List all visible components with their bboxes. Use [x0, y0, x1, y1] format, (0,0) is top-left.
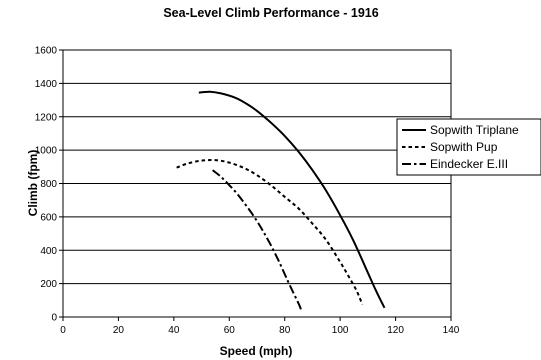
x-axis-ticks: 0 20 40 60 80 100 120 140 — [60, 317, 460, 336]
legend-label: Eindecker E.III — [430, 157, 508, 171]
y-tick-label: 800 — [40, 179, 57, 190]
x-tick-label: 100 — [332, 325, 349, 336]
gridlines — [63, 82, 451, 285]
x-tick-label: 0 — [60, 325, 66, 336]
x-tick-label: 20 — [113, 325, 125, 336]
y-tick-label: 1600 — [35, 46, 58, 57]
y-axis-label: Climb (fpm) — [26, 150, 40, 217]
y-tick-label: 1200 — [35, 112, 58, 123]
legend-box — [396, 118, 541, 176]
chart-title: Sea-Level Climb Performance - 1916 — [163, 6, 378, 20]
series-line — [176, 158, 364, 305]
series-line — [198, 90, 386, 309]
y-tick-label: 600 — [40, 212, 57, 223]
series-line — [212, 169, 303, 311]
x-tick-label: 80 — [279, 325, 291, 336]
y-tick-label: 0 — [51, 313, 57, 324]
x-tick-label: 140 — [443, 325, 460, 336]
x-axis-label: Speed (mph) — [220, 344, 293, 358]
y-tick-label: 1400 — [35, 79, 58, 90]
legend-label: Sopwith Pup — [430, 140, 498, 154]
y-tick-label: 1000 — [35, 146, 58, 157]
x-tick-label: 60 — [224, 325, 236, 336]
x-tick-label: 120 — [387, 325, 404, 336]
y-axis-ticks: 0 200 400 600 800 1000 1200 1400 1600 — [35, 46, 63, 324]
series-lines — [176, 90, 386, 311]
legend: Sopwith Triplane Sopwith Pup Eindecker E.I… — [396, 118, 541, 176]
legend-label: Sopwith Triplane — [430, 123, 519, 137]
x-tick-label: 40 — [168, 325, 180, 336]
y-tick-label: 400 — [40, 246, 57, 257]
y-tick-label: 200 — [40, 279, 57, 290]
